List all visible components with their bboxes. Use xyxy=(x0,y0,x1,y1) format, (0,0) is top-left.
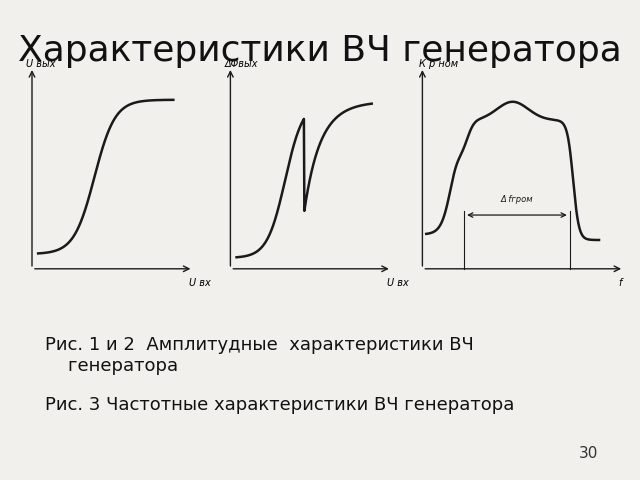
Text: U вх: U вх xyxy=(387,278,409,288)
Text: f: f xyxy=(618,278,621,288)
Text: Рис. 3 Частотные характеристики ВЧ генератора: Рис. 3 Частотные характеристики ВЧ генер… xyxy=(45,396,514,414)
Text: U вх: U вх xyxy=(189,278,211,288)
Text: ΔΦвых: ΔΦвых xyxy=(224,59,258,69)
Text: 30: 30 xyxy=(579,446,598,461)
Text: Характеристики ВЧ генератора: Характеристики ВЧ генератора xyxy=(18,34,622,68)
Text: Δ fгром: Δ fгром xyxy=(500,194,533,204)
Text: К р ном: К р ном xyxy=(419,59,458,69)
Text: U вых: U вых xyxy=(26,59,55,69)
Text: Рис. 1 и 2  Амплитудные  характеристики ВЧ
    генератора: Рис. 1 и 2 Амплитудные характеристики ВЧ… xyxy=(45,336,474,375)
